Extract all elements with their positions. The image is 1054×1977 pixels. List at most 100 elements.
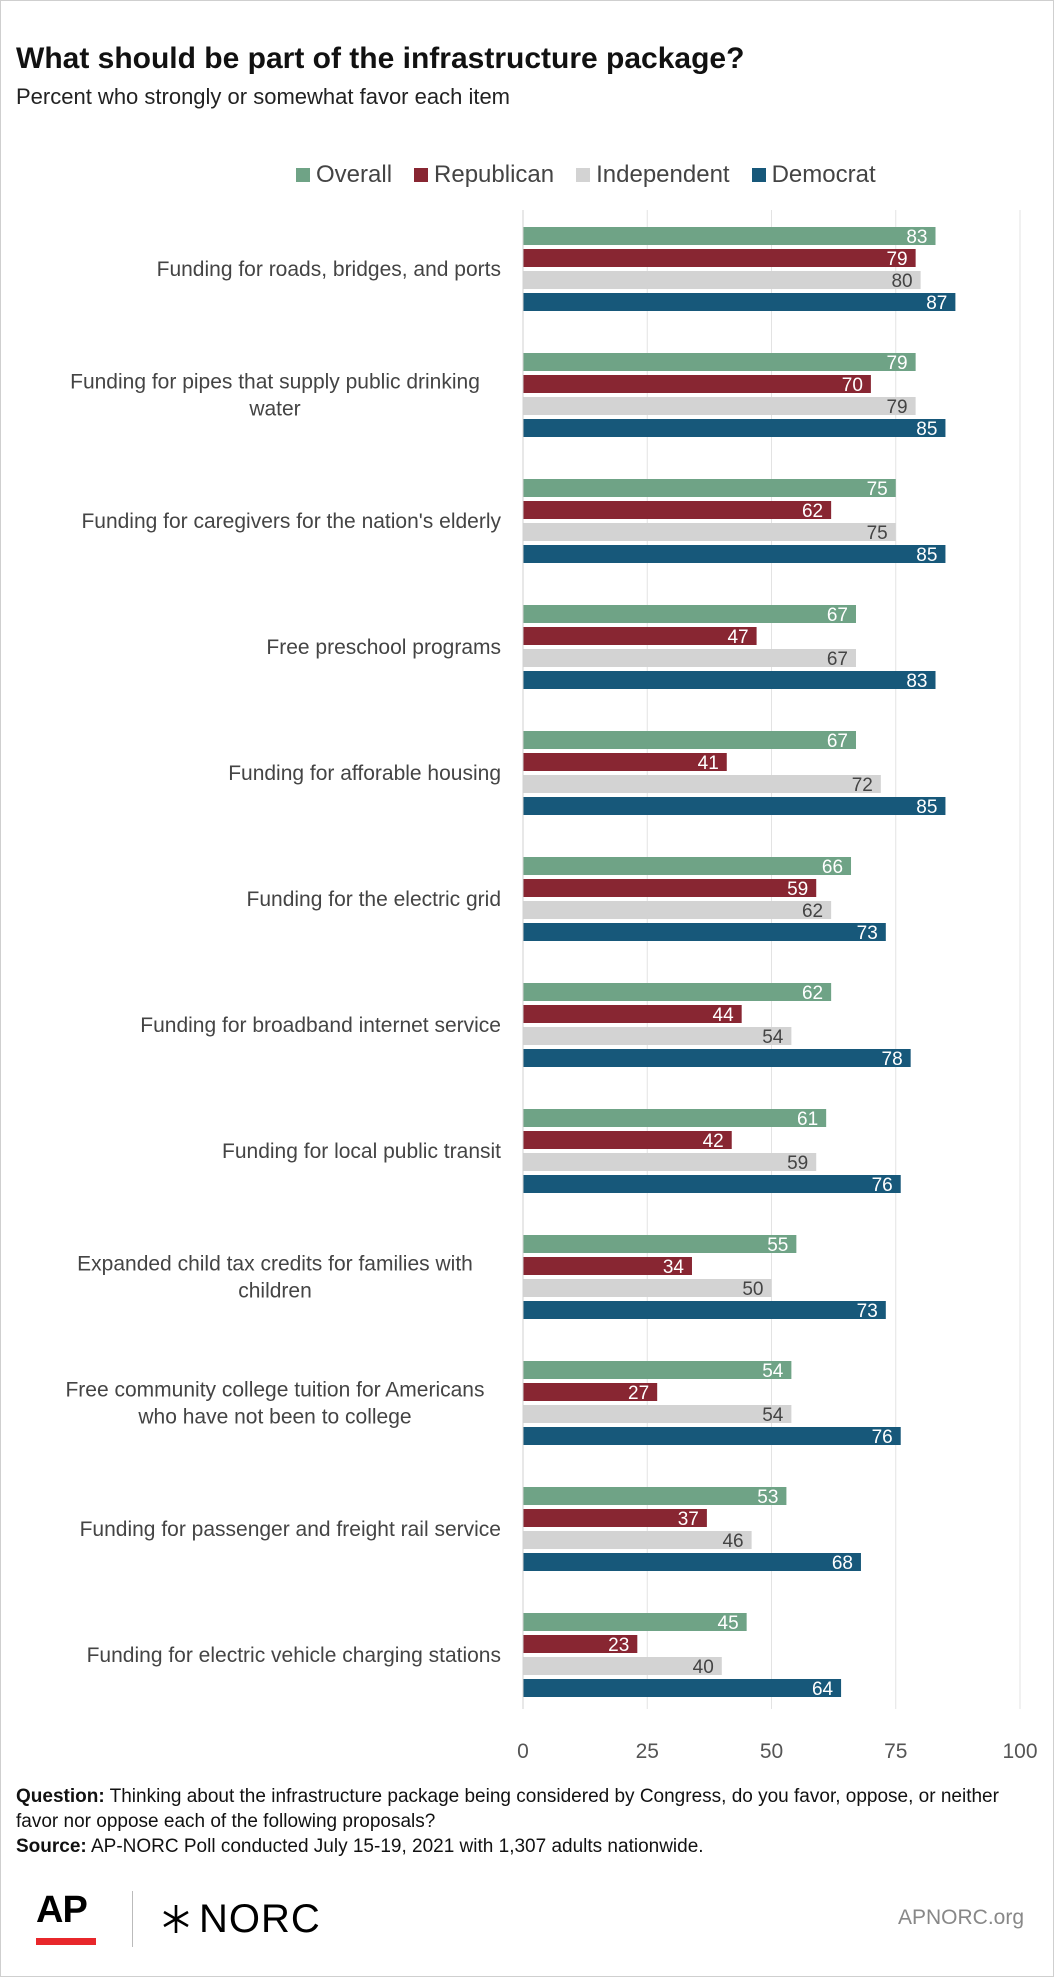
- value-label-republican: 79: [886, 249, 907, 270]
- value-label-overall: 54: [762, 1361, 784, 1382]
- category-label: Funding for afforable housing: [228, 762, 501, 785]
- legend-item-overall: Overall: [296, 161, 392, 189]
- legend-swatch-democrat: [751, 168, 766, 182]
- bar-overall: [523, 1487, 787, 1505]
- bar-independent: [523, 1027, 792, 1045]
- value-label-republican: 37: [678, 1509, 699, 1530]
- logos: AP NORC: [36, 1890, 321, 1948]
- bar-democrat: [523, 293, 956, 311]
- value-label-democrat: 85: [916, 419, 937, 440]
- bar-democrat: [523, 1553, 861, 1571]
- value-label-independent: 54: [762, 1027, 784, 1048]
- bar-independent: [523, 1405, 792, 1423]
- bar-republican: [523, 1005, 742, 1023]
- value-label-democrat: 76: [872, 1427, 893, 1448]
- value-label-overall: 66: [822, 857, 843, 878]
- value-label-independent: 40: [693, 1657, 714, 1678]
- value-label-republican: 59: [787, 879, 808, 900]
- value-label-independent: 67: [827, 649, 848, 670]
- value-label-independent: 75: [867, 523, 888, 544]
- bar-republican: [523, 879, 817, 897]
- bar-republican: [523, 501, 832, 519]
- value-label-overall: 83: [906, 227, 927, 248]
- value-label-independent: 80: [891, 271, 912, 292]
- bar-republican: [523, 249, 916, 267]
- value-label-democrat: 85: [916, 545, 937, 566]
- chart-subtitle: Percent who strongly or somewhat favor e…: [16, 84, 511, 109]
- value-label-democrat: 68: [832, 1553, 853, 1574]
- legend-label-overall: Overall: [316, 161, 393, 188]
- bar-independent: [523, 901, 832, 919]
- value-label-democrat: 73: [857, 923, 878, 944]
- bar-independent: [523, 1153, 817, 1171]
- bar-republican: [523, 1635, 638, 1653]
- bar-republican: [523, 1383, 658, 1401]
- category-label: Free preschool programs: [266, 636, 501, 659]
- bar-democrat: [523, 923, 886, 941]
- value-label-democrat: 87: [926, 293, 947, 314]
- bar-democrat: [523, 1301, 886, 1319]
- legend-swatch-overall: [296, 168, 310, 182]
- value-label-democrat: 73: [857, 1301, 878, 1322]
- bar-democrat: [523, 1175, 901, 1193]
- category-label: Funding for local public transit: [222, 1140, 501, 1163]
- value-label-independent: 72: [852, 775, 873, 796]
- legend-label-independent: Independent: [596, 161, 730, 188]
- value-label-democrat: 78: [882, 1049, 903, 1070]
- value-label-overall: 67: [827, 605, 848, 626]
- legend-item-republican: Republican: [414, 161, 554, 189]
- bar-democrat: [523, 545, 946, 563]
- value-label-overall: 53: [757, 1487, 778, 1508]
- value-label-overall: 67: [827, 731, 848, 752]
- bar-independent: [523, 1531, 752, 1549]
- value-label-overall: 79: [886, 353, 907, 374]
- bar-overall: [523, 479, 896, 497]
- value-label-independent: 54: [762, 1405, 784, 1426]
- value-label-independent: 59: [787, 1153, 808, 1174]
- value-label-republican: 42: [703, 1131, 724, 1152]
- value-label-republican: 70: [842, 375, 863, 396]
- value-label-independent: 79: [886, 397, 907, 418]
- legend-label-democrat: Democrat: [771, 161, 876, 188]
- bar-overall: [523, 605, 856, 623]
- bar-independent: [523, 1279, 772, 1297]
- chart-legend: Overall Republican Independent Democrat: [296, 160, 876, 190]
- bar-republican: [523, 627, 757, 645]
- bar-independent: [523, 523, 896, 541]
- bar-overall: [523, 1613, 747, 1631]
- value-label-republican: 27: [628, 1383, 649, 1404]
- tick-label-25: 25: [636, 1740, 659, 1763]
- bar-chart: 0 25 50 75 100 Funding for roads, bridges, an…: [65, 210, 1038, 1763]
- source-label: Source:: [16, 1836, 87, 1857]
- value-label-republican: 47: [727, 627, 748, 648]
- question-text: Thinking about the infrastructure packag…: [16, 1786, 999, 1832]
- norc-logo-text: NORC: [199, 1896, 321, 1941]
- asterisk-icon: [163, 1905, 189, 1933]
- value-label-overall: 55: [767, 1235, 788, 1256]
- legend-label-republican: Republican: [434, 161, 555, 188]
- ap-logo-text: AP: [36, 1889, 88, 1931]
- category-label: Funding for caregivers for the nation's …: [81, 510, 501, 533]
- bar-independent: [523, 649, 856, 667]
- legend-swatch-republican: [414, 168, 429, 182]
- legend-swatch-independent: [576, 168, 591, 182]
- value-label-overall: 61: [797, 1109, 818, 1130]
- bar-republican: [523, 1131, 732, 1149]
- value-label-independent: 46: [722, 1531, 743, 1552]
- norc-logo: NORC: [159, 1897, 321, 1942]
- value-label-overall: 45: [718, 1613, 739, 1634]
- footnote: Question: Thinking about the infrastruct…: [16, 1784, 1026, 1859]
- value-label-overall: 75: [867, 479, 888, 500]
- value-label-independent: 50: [742, 1279, 763, 1300]
- category-label: Expanded child tax credits for families …: [77, 1253, 473, 1303]
- bar-democrat: [523, 671, 936, 689]
- value-label-republican: 62: [802, 501, 823, 522]
- category-label: Funding for the electric grid: [247, 888, 501, 911]
- value-label-democrat: 64: [812, 1679, 834, 1700]
- bar-independent: [523, 271, 921, 289]
- category-label: Funding for passenger and freight rail s…: [80, 1518, 501, 1541]
- bar-democrat: [523, 419, 946, 437]
- value-label-democrat: 76: [872, 1175, 893, 1196]
- bar-independent: [523, 397, 916, 415]
- ap-logo: AP: [36, 1890, 96, 1948]
